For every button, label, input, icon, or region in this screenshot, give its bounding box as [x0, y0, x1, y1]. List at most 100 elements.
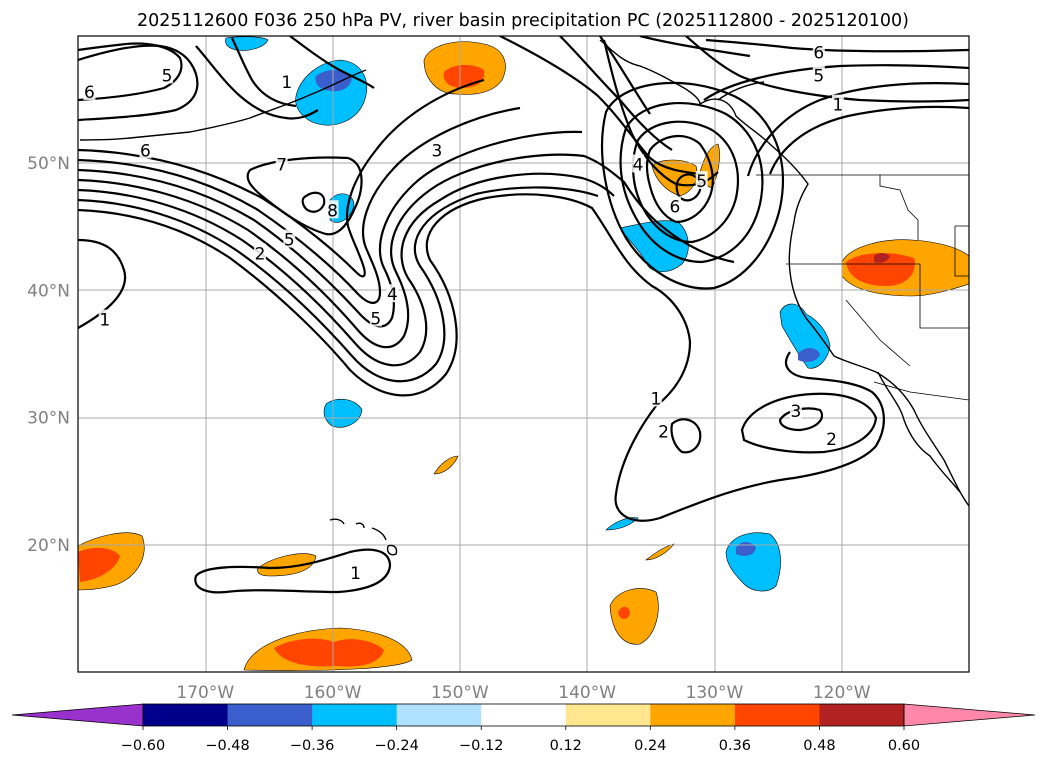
colorbar-tick-label: 0.48 [803, 738, 835, 754]
contour-label-bg [695, 171, 708, 190]
pv-contour-2-closed [740, 392, 878, 454]
contour-label-bg [386, 284, 399, 303]
coastlines [79, 39, 969, 556]
coastline-alaska [599, 39, 701, 105]
pv-contour-3 [78, 172, 615, 367]
precip-area-blue [323, 398, 363, 428]
colorbar-segment [481, 704, 567, 726]
contour-label: 5 [813, 66, 824, 86]
contour-label: 1 [99, 311, 110, 331]
pv-contour-6 [78, 106, 521, 304]
precip-area-red [846, 253, 915, 286]
precip-area-red [618, 606, 630, 619]
contour-label: 6 [140, 141, 151, 161]
pv-contour-6 [705, 38, 969, 53]
contour-label-bg [812, 42, 825, 61]
contour-label-bg [161, 65, 174, 84]
colorbar-segment [565, 704, 651, 726]
contour-label-bg [668, 196, 681, 215]
contour-label: 2 [826, 430, 837, 450]
contour-label: 5 [284, 231, 295, 251]
contour-label-bg [139, 140, 152, 159]
colorbar-segment [227, 704, 313, 726]
contour-label: 3 [432, 141, 443, 161]
pv-contour-1 [78, 193, 885, 522]
x-tick-label: 120°W [813, 683, 871, 703]
borders [756, 174, 969, 401]
colorbar-tick-label: 0.60 [888, 738, 920, 754]
pv-contour-1-closed [194, 548, 392, 594]
y-tick-label: 20°N [27, 536, 70, 556]
pv-contour-5-closed [675, 173, 702, 202]
colorbar-segment [143, 704, 229, 726]
contour-label: 6 [670, 197, 681, 217]
colorbar-segment [396, 704, 482, 726]
contour-label: 2 [255, 245, 266, 265]
contour-label-bg [825, 429, 838, 448]
x-tick-label: 140°W [558, 683, 616, 703]
colorbar-frame [142, 703, 905, 727]
pv-contour-2-closed [619, 102, 764, 264]
pv-contour-4 [78, 153, 735, 349]
colorbar-tick-label: −0.12 [459, 738, 503, 754]
contour-label-bg [280, 71, 293, 90]
colorbar-tick-label: −0.36 [290, 738, 334, 754]
coastline-aleutians [79, 69, 367, 141]
contour-label-bg [98, 309, 111, 328]
pv-contour-7 [78, 78, 485, 278]
pv-contour-4-closed [645, 134, 714, 224]
contour-label-bg [657, 421, 670, 440]
colorbar-extend-low [11, 703, 144, 727]
pv-contour-arc [499, 36, 701, 176]
map-frame [77, 35, 970, 673]
precip-area-darkred [874, 253, 890, 263]
contour-label-bg [649, 388, 662, 407]
colorbar-extend-high [903, 703, 1036, 727]
pv-contour-arc [639, 36, 751, 58]
pv-contour-4 [746, 82, 969, 177]
precip-area-orange [645, 543, 675, 561]
pv-contour-5 [703, 64, 969, 101]
x-tick-label: 150°W [431, 683, 489, 703]
contour-label: 2 [658, 423, 669, 443]
contour-label: 8 [327, 201, 338, 221]
colorbar-tick-label: 0.12 [550, 738, 582, 754]
contour-label: 5 [696, 172, 707, 192]
precip-area-red [274, 638, 384, 667]
contour-label-bg [831, 94, 844, 113]
coastline-north-america [699, 98, 969, 507]
contour-label-bg [632, 154, 645, 173]
contour-label: 1 [832, 96, 843, 116]
pv-contour-arc [289, 36, 375, 89]
contour-label: 5 [370, 309, 381, 329]
x-tick-label: 160°W [304, 683, 362, 703]
contour-label: 6 [813, 44, 824, 64]
pv-contour-6 [685, 36, 969, 103]
precip-area-orange [609, 588, 659, 645]
map-background [78, 36, 969, 672]
y-tick-label: 40°N [27, 281, 70, 301]
colorbar-segment [650, 704, 736, 726]
contour-label-bg [275, 154, 288, 173]
chart-title: 2025112600 F036 250 hPa PV, river basin … [137, 11, 909, 31]
colorbar-tick-label: 0.36 [719, 738, 751, 754]
pv-contour-2 [78, 186, 599, 383]
precip-area-darkblue [798, 348, 820, 362]
pv-contour-5 [78, 42, 183, 102]
pv-contours [78, 36, 969, 594]
contour-label: 6 [84, 83, 95, 103]
precip-area-red [78, 547, 120, 582]
x-axis-labels: 170°W 160°W 150°W 140°W 130°W 120°W [176, 683, 870, 703]
coastline-baja [877, 371, 961, 493]
precip-area-darkblue [315, 70, 352, 92]
colorbar-tick-label: 0.24 [634, 738, 666, 754]
coastline-hawaii [329, 518, 398, 556]
y-axis-labels: 20°N 30°N 40°N 50°N [27, 154, 70, 556]
y-tick-label: 50°N [27, 154, 70, 174]
pv-contour-7-closed [246, 156, 363, 236]
contour-label-bg [369, 308, 382, 327]
x-tick-label: 130°W [686, 683, 744, 703]
border-us-states [954, 225, 969, 277]
contour-label: 1 [281, 73, 292, 93]
